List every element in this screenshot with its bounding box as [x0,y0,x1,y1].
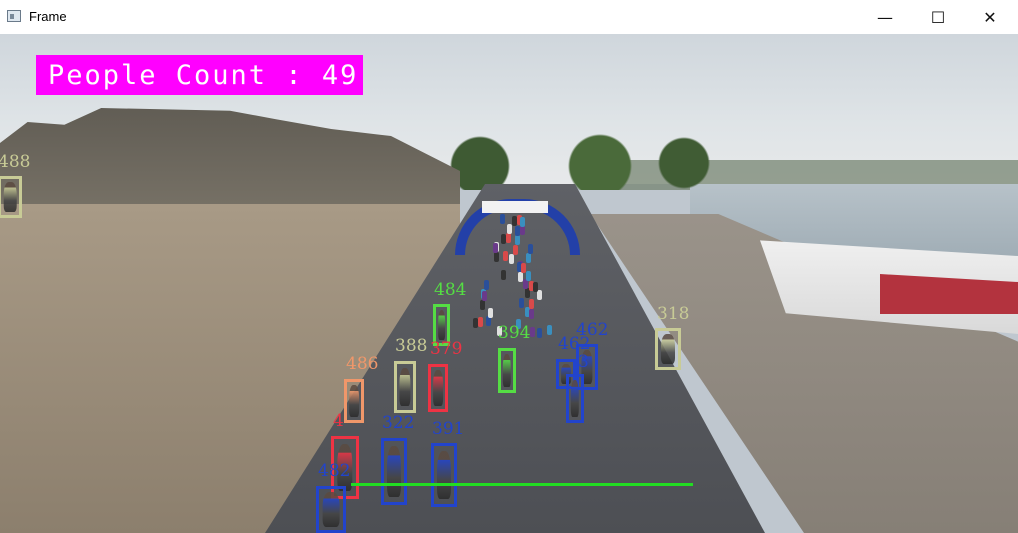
background-runner [515,235,521,245]
detection-box [576,344,598,390]
background-runner [518,272,524,282]
detection-id-label: 3 [578,352,589,372]
background-runner [525,307,531,317]
background-runner [483,280,489,290]
background-runner [519,225,525,235]
runner-figure [322,492,340,527]
runner-figure [349,385,359,417]
background-runner [526,253,532,263]
people-count-label: People Count : 49 [48,59,359,91]
background-runner [536,328,542,338]
window-titlebar: Frame — ☐ ✕ [0,0,1018,35]
background-runner [533,282,539,292]
background-runner [516,262,522,272]
background-runner [537,290,543,300]
detection-box [0,176,22,218]
app-icon [7,10,21,22]
background-runner [516,215,522,225]
background-runner [516,319,522,329]
scene-trees [420,130,720,190]
background-runner [509,254,514,264]
detection-id-label: 379 [430,339,463,359]
detection-box [655,328,681,370]
detection-box [344,379,364,423]
detection-id-label: 482 [318,461,351,481]
background-runner [518,298,524,308]
background-runner [481,291,487,301]
runner-figure [337,443,353,492]
runner-figure [399,367,411,407]
background-runner [520,263,526,273]
detection-id-label: 394 [498,323,531,343]
background-runner [485,316,491,326]
detection-id-label: 488 [0,152,31,172]
close-icon: ✕ [983,7,997,27]
detection-id-label: 391 [432,419,465,439]
background-runner [523,279,529,289]
detection-box [381,438,407,505]
background-runner [493,243,499,253]
runner-figure [581,350,593,384]
background-runner [507,224,513,234]
minimize-button[interactable]: — [862,0,908,34]
runner-figure [3,181,17,213]
detection-id-label: 484 [434,280,467,300]
background-runner [514,226,520,236]
background-runner [526,271,532,281]
detection-id-label: 318 [657,304,690,324]
runner-figure [661,333,675,365]
background-runner [528,281,534,291]
runner-figure [437,309,446,341]
background-runner [547,325,553,335]
detection-box [566,374,584,423]
runner-figure [387,445,401,498]
detection-box [433,304,450,346]
background-runner [528,309,534,319]
detection-id-label: 388 [395,336,428,356]
minimize-icon: — [877,7,893,27]
runner-figure [561,363,571,385]
detection-id-label: 462 [558,334,591,354]
background-runner [500,270,506,280]
people-count-badge: People Count : 49 [36,55,363,95]
background-runner [529,327,535,337]
background-runner [473,318,479,328]
runner-figure [433,370,443,406]
close-button[interactable]: ✕ [967,0,1013,34]
background-runner [527,244,533,254]
background-runner [500,214,505,224]
background-runner [505,233,511,243]
maximize-icon: ☐ [930,7,946,27]
background-runner [502,251,508,261]
scene-arch-banner [482,201,548,213]
window-title: Frame [29,9,67,24]
background-runner [477,317,483,327]
background-runner [520,217,526,227]
runner-figure [570,380,580,417]
background-runner [480,300,486,310]
background-runner [497,326,503,336]
background-runner [512,216,518,226]
detection-box [394,361,416,413]
runner-figure [502,354,512,387]
background-runner [513,245,519,255]
detection-box [428,364,448,412]
detection-id-label: 462 [576,320,609,340]
video-frame: 488 484 394 486 388 379 462 462 3 318 4 322 391 482 P… [0,34,1018,533]
detection-id-label: 322 [382,413,415,433]
runner-figure [437,450,451,500]
background-runner [524,288,530,298]
detection-box [498,348,516,393]
detection-box [316,486,346,533]
counting-line [351,483,693,486]
detection-box [431,443,457,507]
background-runner [528,299,534,309]
background-runner [488,308,494,318]
maximize-button[interactable]: ☐ [915,0,961,34]
background-runner [500,234,506,244]
detection-id-label: 4 [333,411,344,431]
background-runner [493,252,499,262]
detection-id-label: 486 [346,354,379,374]
